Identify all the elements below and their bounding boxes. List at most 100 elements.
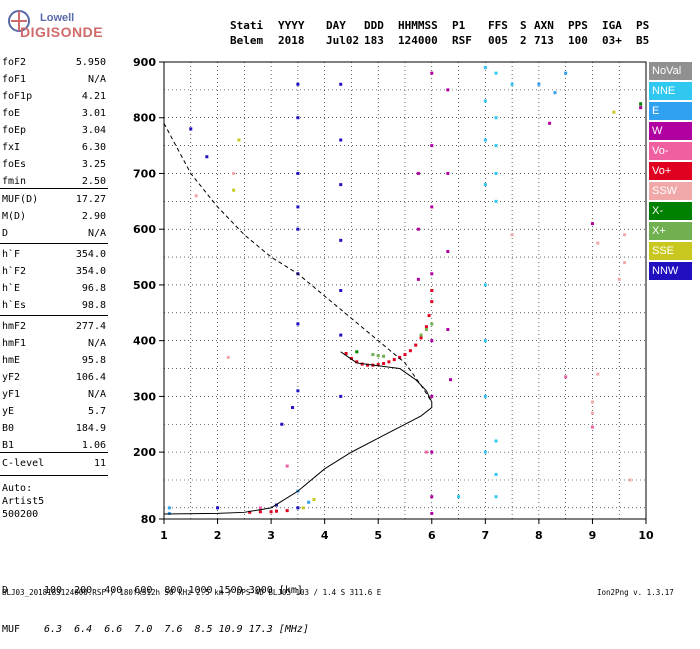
trace-point [387,360,391,364]
param-row: M(D) 2.90 [2,210,106,223]
param-value: 1.06 [81,440,106,451]
trace-point [430,394,434,398]
param-separator [0,475,108,476]
trace-point [612,110,616,114]
trace-point [628,478,632,482]
trace-point [392,358,396,362]
trace-point [226,355,230,359]
header-label: S [520,19,527,32]
header-label: FFS [488,19,508,32]
trace-point [339,289,343,292]
param-label: hmF1 [2,338,27,349]
header-label: PS [636,19,650,32]
param-row: yF2 106.4 [2,371,106,384]
trace-point [430,339,434,343]
param-label: yE [2,406,15,417]
trace-point [639,102,643,106]
trace-point [553,91,557,95]
param-row: D N/A [2,227,106,240]
trace-point [494,144,498,148]
trace-point [416,171,420,175]
trace-point [430,322,434,326]
trace-point [419,333,423,337]
trace-point [258,510,262,514]
trace-point [339,138,343,142]
param-value: 354.0 [75,249,106,260]
param-value: 3.04 [81,125,106,136]
auto-info-line1: Auto: [2,483,33,494]
param-value: N/A [87,389,106,400]
header-label: HHMMSS [398,19,438,32]
trace-point [349,356,353,360]
header-value: 2 [520,34,527,47]
legend-item: Vo- [649,142,692,160]
trace-point [296,171,300,175]
logo-text-lowell: Lowell [40,12,75,24]
param-value: 2.90 [81,211,106,222]
trace-point [483,183,487,187]
x-tick-label: 3 [267,529,275,542]
muf-table-d-label: D [2,585,9,596]
trace-point [427,314,431,318]
trace-point [339,238,343,242]
trace-point [355,360,359,364]
param-value: 184.9 [75,423,106,434]
trace-point [430,205,434,209]
legend-item: E [649,102,692,120]
trace-point [301,506,305,510]
param-row: yF1 N/A [2,388,106,401]
header-value: RSF [452,34,472,47]
trace-point [296,389,300,393]
param-label: h`F [2,249,21,260]
param-row: hmF2 277.4 [2,320,106,333]
trace-point [483,339,487,343]
trace-point [446,88,450,92]
trace-point [285,509,289,513]
trace-point [596,241,600,245]
trace-point [269,510,273,514]
param-row: yE 5.7 [2,405,106,418]
param-value: 3.25 [81,159,106,170]
param-label: foE [2,108,21,119]
ionogram-chart: 1 2 3 4 5 6 7 8 9 10 80 200 300 400 500 600 700 800 900 [133,56,654,542]
trace-point [274,509,278,513]
y-tick-label: 200 [133,446,156,459]
param-row: h`Es 98.8 [2,299,106,312]
param-row: fxI 6.30 [2,141,106,154]
legend-item: NoVal [649,62,692,80]
param-label: fxI [2,142,21,153]
y-tick-label: 900 [133,56,156,69]
param-value: N/A [87,228,106,239]
trace-point [590,400,594,404]
header-value: 2018 [278,34,305,47]
legend-item: X+ [649,222,692,240]
y-tick-label: 80 [141,513,157,526]
param-row: B1 1.06 [2,439,106,452]
trace-point [449,378,453,382]
footer-version: Ion2Png v. 1.3.17 [597,588,674,597]
muf-table-muf-label: MUF [2,624,21,635]
param-row: h`F 354.0 [2,248,106,261]
param-value: 3.01 [81,108,106,119]
param-row: h`E 96.8 [2,282,106,295]
param-value: 5.950 [75,57,106,68]
trace-point [414,343,418,347]
param-row: hmF1 N/A [2,337,106,350]
trace-point [537,82,541,86]
param-value: 277.4 [75,321,106,332]
trace-point [339,183,343,187]
param-label: fmin [2,176,27,187]
trace-point [564,375,568,379]
param-label: B1 [2,440,15,451]
trace-point [376,354,380,358]
param-row: foEp 3.04 [2,124,106,137]
trace-point [371,353,375,357]
muf-table-d-values: 100 200 400 600 800 1000 1500 3000 [km] [44,585,303,596]
trace-point [232,188,236,192]
trace-point [483,283,487,287]
trace-point [564,71,568,75]
x-tick-label: 4 [321,529,329,542]
param-value: 17.27 [75,194,106,205]
trace-point [510,233,514,237]
trace-point [483,99,487,103]
